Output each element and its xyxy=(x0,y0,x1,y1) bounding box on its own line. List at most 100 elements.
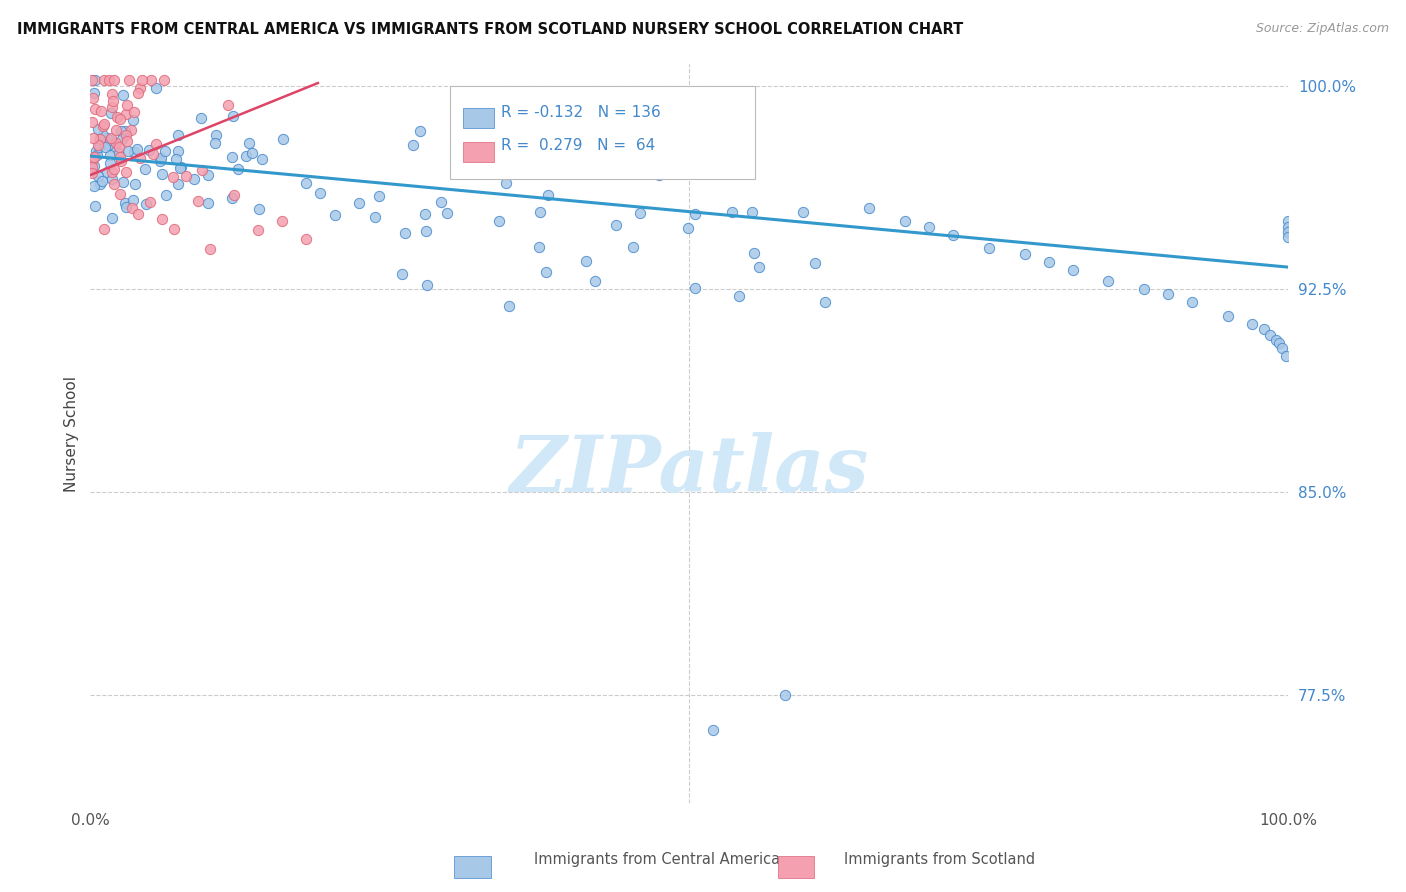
Point xyxy=(104,136,127,151)
Point xyxy=(1277,219,1299,234)
Point xyxy=(120,123,142,137)
Point xyxy=(98,148,121,162)
Point xyxy=(163,221,186,235)
Point xyxy=(271,132,294,146)
Point xyxy=(96,131,118,145)
Text: R =  0.279   N =  64: R = 0.279 N = 64 xyxy=(501,138,655,153)
Point xyxy=(1277,230,1299,244)
Point xyxy=(110,124,132,138)
Point xyxy=(495,177,517,191)
Text: Source: ZipAtlas.com: Source: ZipAtlas.com xyxy=(1256,22,1389,36)
Point xyxy=(240,145,263,160)
Point xyxy=(415,278,437,293)
Point xyxy=(110,150,132,164)
Point xyxy=(127,207,149,221)
Point xyxy=(413,206,436,220)
Point xyxy=(247,223,270,237)
Point xyxy=(702,723,724,738)
Point xyxy=(90,104,112,119)
Text: IMMIGRANTS FROM CENTRAL AMERICA VS IMMIGRANTS FROM SCOTLAND NURSERY SCHOOL CORRE: IMMIGRANTS FROM CENTRAL AMERICA VS IMMIG… xyxy=(17,22,963,37)
Point xyxy=(155,144,177,158)
Point xyxy=(221,150,243,164)
Point xyxy=(83,160,105,174)
Point xyxy=(83,86,105,100)
Point xyxy=(93,73,115,87)
Point xyxy=(1274,350,1296,364)
Point xyxy=(93,135,115,149)
Point xyxy=(1218,309,1240,323)
Point xyxy=(1253,322,1275,336)
Point xyxy=(605,218,627,232)
Point xyxy=(121,193,143,207)
Point xyxy=(139,195,162,210)
Point xyxy=(221,191,243,205)
Point xyxy=(323,209,346,223)
Point xyxy=(792,204,814,219)
Point xyxy=(1062,263,1084,277)
Point xyxy=(169,161,191,175)
Point xyxy=(152,73,174,87)
Point xyxy=(1271,342,1294,356)
Point xyxy=(124,177,146,191)
Point xyxy=(89,177,111,191)
Point xyxy=(105,123,128,137)
Point xyxy=(134,162,156,177)
Point xyxy=(86,121,108,136)
Point xyxy=(124,104,146,119)
Point xyxy=(105,110,128,124)
Point xyxy=(91,128,114,143)
Point xyxy=(100,165,122,179)
Point xyxy=(91,119,114,133)
Point xyxy=(409,124,432,138)
Point xyxy=(86,137,108,152)
Point xyxy=(101,87,124,102)
Point xyxy=(249,202,271,216)
Point xyxy=(197,195,219,210)
Point xyxy=(748,260,770,275)
Point xyxy=(84,144,107,158)
Text: Immigrants from Scotland: Immigrants from Scotland xyxy=(844,852,1035,867)
Point xyxy=(94,139,117,153)
Point xyxy=(197,168,219,182)
Point xyxy=(309,186,332,200)
Point xyxy=(583,274,606,288)
Point xyxy=(83,73,105,87)
Point xyxy=(110,187,132,202)
Point xyxy=(100,131,122,145)
Point xyxy=(145,81,167,95)
Point xyxy=(108,145,131,160)
Point xyxy=(121,112,143,127)
FancyBboxPatch shape xyxy=(450,87,755,178)
Point xyxy=(1157,287,1180,301)
Point xyxy=(222,188,245,202)
Point xyxy=(98,73,121,87)
Point xyxy=(720,204,742,219)
Point xyxy=(80,166,103,180)
Point xyxy=(112,88,135,103)
Point xyxy=(942,227,965,242)
Point xyxy=(80,73,103,87)
Point xyxy=(347,196,370,211)
Point xyxy=(103,177,125,191)
Point xyxy=(103,161,125,176)
Text: Immigrants from Central America: Immigrants from Central America xyxy=(534,852,780,867)
Point xyxy=(98,155,121,169)
Point xyxy=(148,153,170,168)
Point xyxy=(89,140,111,154)
Point xyxy=(628,206,651,220)
Point xyxy=(198,242,221,256)
Point xyxy=(647,168,669,182)
Point xyxy=(187,194,209,209)
Point xyxy=(108,112,131,126)
Point xyxy=(166,128,188,142)
Point xyxy=(683,207,706,221)
Point xyxy=(139,73,162,87)
Point xyxy=(149,151,172,165)
Point xyxy=(527,239,550,253)
Point xyxy=(100,105,122,120)
Point xyxy=(894,214,917,228)
Point xyxy=(110,154,132,169)
Point xyxy=(1181,295,1204,310)
Point xyxy=(103,73,125,87)
Point xyxy=(623,240,645,254)
